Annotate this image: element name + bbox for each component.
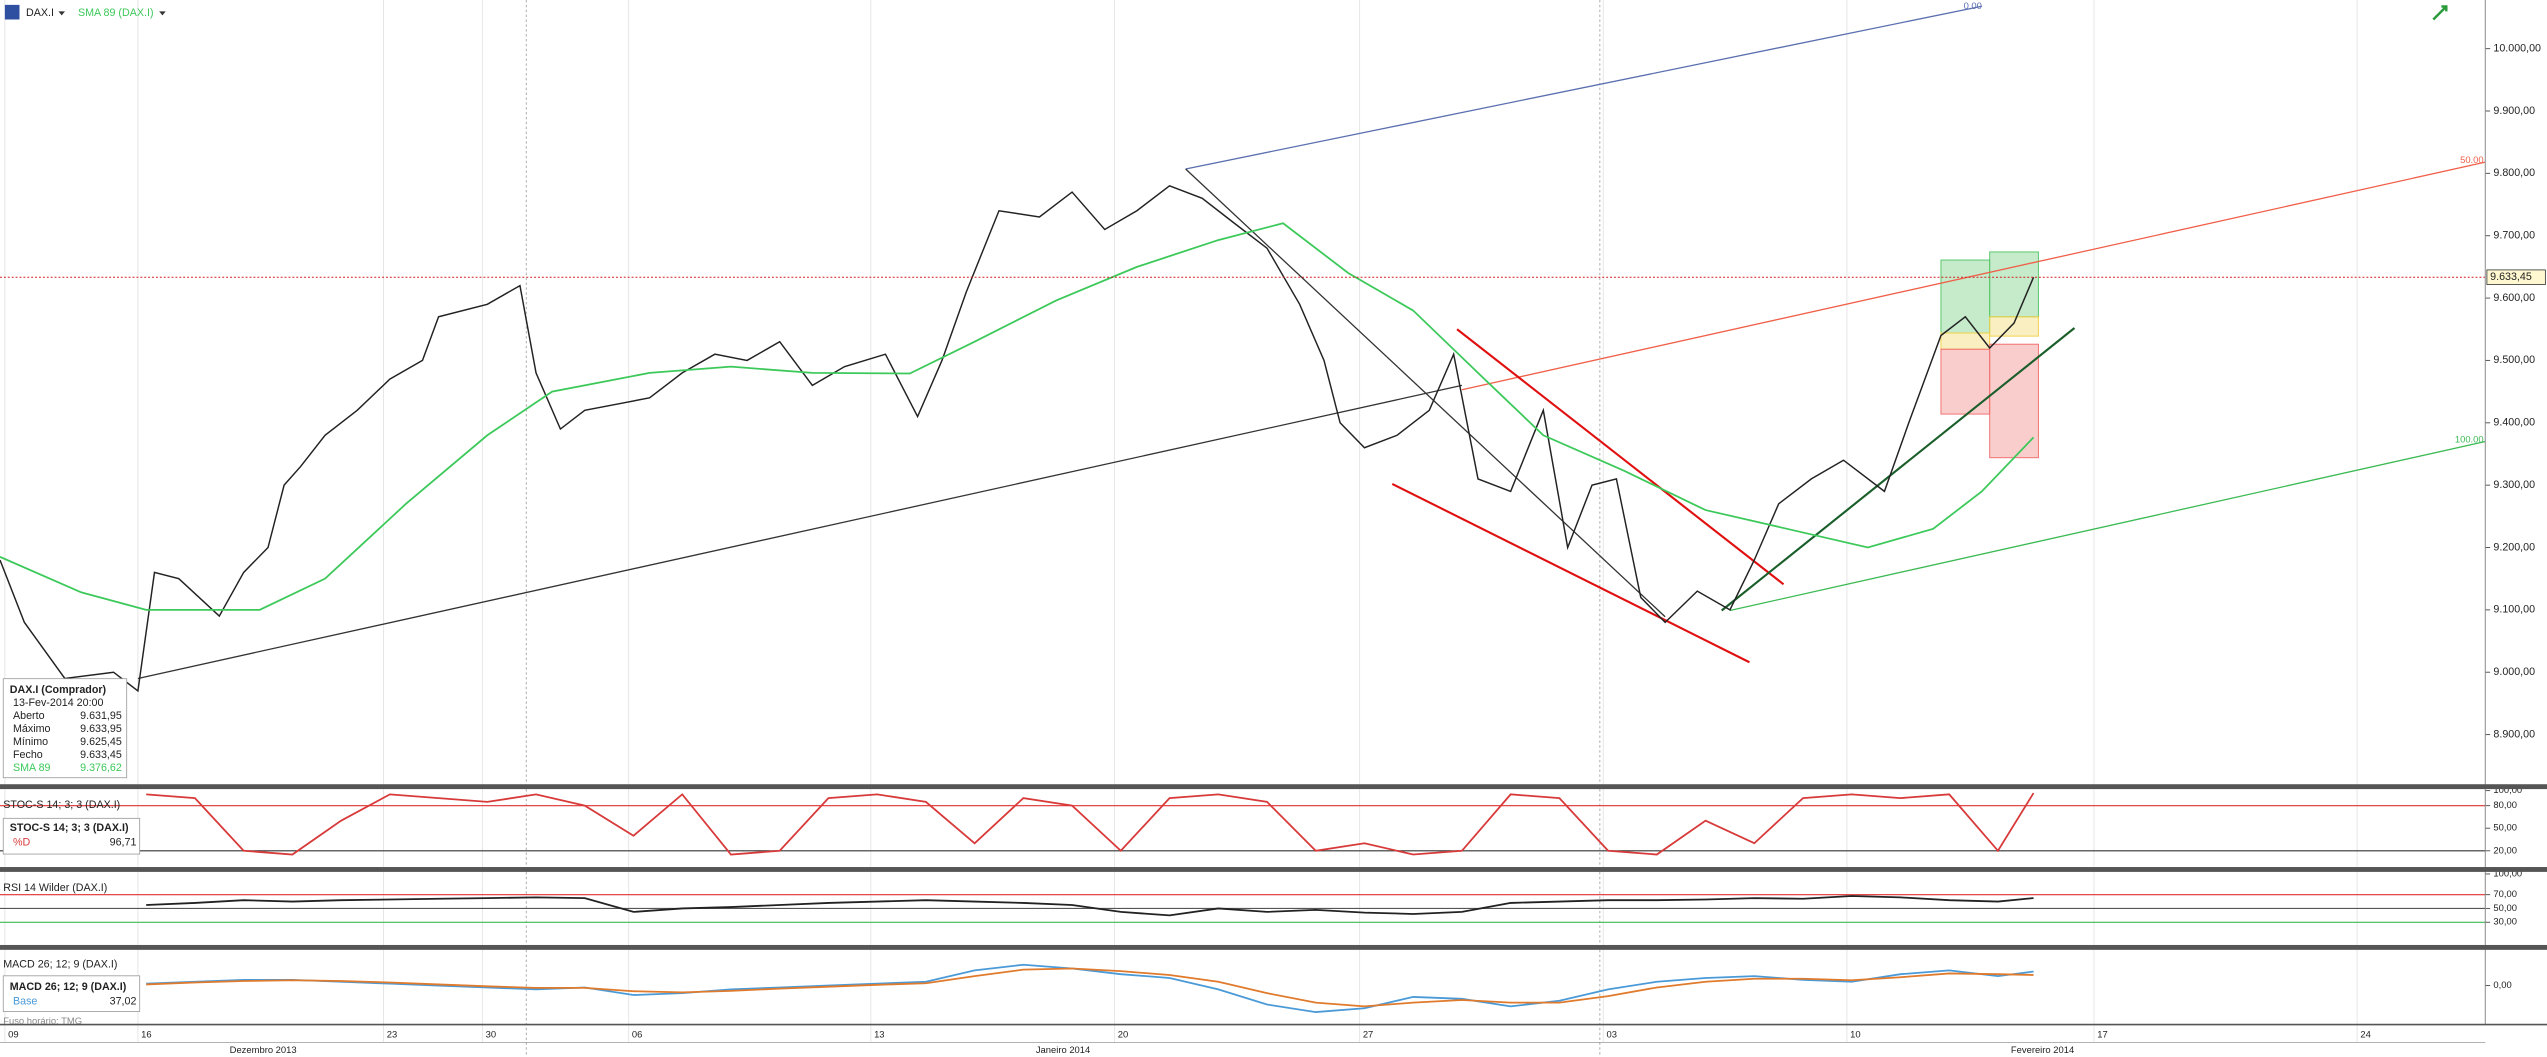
panel-separator (0, 944, 2547, 950)
y-tick-label: 9.200,00 (2493, 541, 2535, 553)
symbol-name[interactable]: DAX.I (26, 7, 54, 19)
timezone: Fuso horário: TMG (3, 1015, 82, 1026)
last-price-label: 9.633,45 (2490, 271, 2532, 283)
trend-line (1461, 161, 2486, 391)
trend-line (137, 384, 1463, 680)
x-tick-label: 17 (2097, 1029, 2107, 1040)
x-tick-label: 20 (1118, 1029, 1128, 1040)
series-line (146, 792, 2035, 856)
info-label: Mínimo (13, 736, 48, 748)
series-line (0, 184, 2035, 693)
tool-icon[interactable] (2432, 5, 2448, 21)
x-tick-label: 13 (874, 1029, 884, 1040)
readout-value: 96,71 (110, 837, 137, 849)
y-tick-label: 0,00 (2493, 979, 2511, 990)
readout-box (2, 975, 141, 1012)
y-tick-label: 9.800,00 (2493, 167, 2535, 179)
readout-title: MACD 26; 12; 9 (DAX.I) (10, 981, 127, 993)
line-label: 50.00 (2460, 154, 2484, 165)
y-tick-label: 9.900,00 (2493, 105, 2535, 117)
info-value: 9.631,95 (80, 710, 122, 722)
info-title: DAX.I (Comprador) (10, 684, 107, 696)
y-tick-label: 9.100,00 (2493, 604, 2535, 616)
dropdown-arrow[interactable] (159, 11, 166, 16)
panel-label[interactable]: RSI 14 Wilder (DAX.I) (3, 882, 107, 894)
y-tick-label: 100,00 (2493, 867, 2522, 878)
dropdown-arrow[interactable] (58, 11, 65, 16)
month-label: Fevereiro 2014 (2011, 1044, 2074, 1055)
y-tick-label: 8.900,00 (2493, 728, 2535, 740)
series-line (146, 967, 2034, 1008)
info-value: 9.376,62 (80, 762, 122, 774)
y-tick-label: 50,00 (2493, 822, 2517, 833)
series-line (146, 895, 2034, 917)
series-line (0, 222, 2035, 611)
y-tick-label: 50,00 (2493, 902, 2517, 913)
y-tick-label: 9.400,00 (2493, 417, 2535, 429)
last-price-tag (2486, 269, 2546, 285)
position-box (1940, 348, 1991, 415)
panel-separator (0, 784, 2547, 790)
info-value: 9.633,95 (80, 723, 122, 735)
trend-line (1391, 482, 1750, 664)
trend-line (1721, 327, 2076, 612)
x-tick-label: 10 (1850, 1029, 1860, 1040)
info-value: 9.625,45 (80, 736, 122, 748)
position-box (1940, 332, 1991, 350)
line-label: 100.00 (2455, 433, 2484, 444)
readout-label: Base (13, 996, 37, 1008)
x-tick-label: 24 (2360, 1029, 2370, 1040)
trend-line (1185, 168, 1666, 618)
y-tick-label: 9.700,00 (2493, 230, 2535, 242)
y-tick-label: 10.000,00 (2493, 42, 2541, 54)
info-label: SMA 89 (13, 762, 51, 774)
readout-box (2, 817, 141, 855)
trend-line (1185, 5, 1983, 170)
panel-separator (0, 867, 2547, 872)
readout-label: %D (13, 837, 31, 849)
month-label: Janeiro 2014 (1036, 1044, 1090, 1055)
y-tick-label: 100,00 (2493, 784, 2522, 795)
panel-label[interactable]: MACD 26; 12; 9 (DAX.I) (3, 958, 117, 970)
y-tick-label: 20,00 (2493, 844, 2517, 855)
y-tick-label: 9.000,00 (2493, 666, 2535, 678)
y-tick-label: 9.600,00 (2493, 292, 2535, 304)
x-tick-label: 16 (141, 1029, 151, 1040)
trend-line (1456, 328, 1785, 586)
y-tick-label: 9.500,00 (2493, 354, 2535, 366)
symbol-icon[interactable] (4, 4, 20, 20)
readout-value: 37,02 (110, 996, 137, 1008)
y-tick-label: 30,00 (2493, 916, 2517, 927)
info-box (2, 678, 128, 779)
info-value: 9.633,45 (80, 749, 122, 761)
y-tick-label: 80,00 (2493, 799, 2517, 810)
month-label: Dezembro 2013 (230, 1044, 297, 1055)
info-label: Aberto (13, 710, 45, 722)
y-tick-label: 9.300,00 (2493, 479, 2535, 491)
info-label: Fecho (13, 749, 43, 761)
x-tick-label: 30 (486, 1029, 496, 1040)
x-tick-label: 09 (8, 1029, 18, 1040)
y-tick-label: 70,00 (2493, 888, 2517, 899)
x-tick-label: 06 (632, 1029, 642, 1040)
readout-title: STOC-S 14; 3; 3 (DAX.I) (10, 822, 129, 834)
panel-label[interactable]: STOC-S 14; 3; 3 (DAX.I) (3, 799, 120, 811)
x-tick-label: 23 (387, 1029, 397, 1040)
series-line (146, 963, 2034, 1013)
trend-line (1729, 440, 2486, 612)
indicator-name[interactable]: SMA 89 (DAX.I) (78, 7, 154, 19)
info-date: 13-Fev-2014 20:00 (13, 697, 104, 709)
info-label: Máximo (13, 723, 51, 735)
x-tick-label: 03 (1606, 1029, 1616, 1040)
line-label: 0.00 (1964, 0, 1982, 11)
x-tick-label: 27 (1363, 1029, 1373, 1040)
position-box (1940, 259, 1991, 334)
position-box (1989, 316, 2039, 337)
